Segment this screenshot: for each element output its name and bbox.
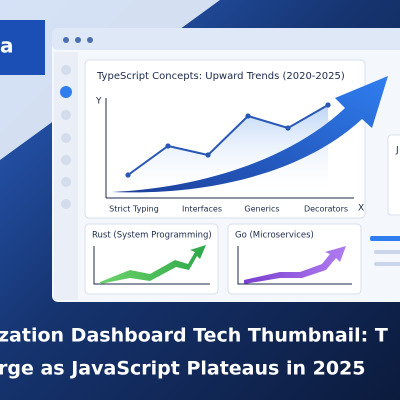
sidebar-icon	[61, 65, 71, 75]
logo-block	[0, 20, 45, 75]
x-axis-label: X	[358, 204, 364, 214]
sidebar-icon	[61, 199, 71, 209]
trend-point	[125, 172, 131, 178]
trend-point	[285, 125, 291, 131]
window-dot	[63, 37, 69, 43]
trend-point	[325, 102, 331, 108]
sidebar-icon	[61, 110, 71, 120]
rust-panel-title: Rust (System Programming)	[92, 231, 212, 241]
rust-arrow	[100, 245, 206, 284]
rust-axes	[93, 246, 210, 285]
go-panel-title: Go (Microservices)	[235, 231, 314, 241]
trend-point	[245, 113, 251, 119]
side-bar	[374, 250, 400, 254]
side-bar	[374, 262, 400, 266]
side-bar	[370, 236, 400, 241]
go-arrow	[244, 246, 346, 284]
sidebar-icon	[61, 177, 71, 187]
x-tick-label: Interfaces	[182, 205, 222, 214]
x-tick-label: Strict Typing	[109, 205, 159, 214]
line-area	[128, 105, 328, 198]
side-panel	[387, 134, 400, 216]
sidebar-icon	[61, 133, 71, 143]
y-axis-label: Y	[95, 97, 102, 107]
go-axes	[237, 246, 352, 285]
headline-line: zation Dashboard Tech Thumbnail: T	[0, 325, 388, 347]
logo: a	[0, 34, 14, 58]
x-tick-label: Generics	[244, 205, 279, 214]
side-panel-title: J	[395, 146, 399, 156]
chart-title: TypeScript Concepts: Upward Trends (2020…	[96, 71, 345, 82]
x-tick-label: Decorators	[304, 205, 348, 214]
big-arrow	[112, 76, 388, 193]
sidebar-icon	[60, 86, 72, 98]
trend-line	[127, 104, 329, 176]
trend-point	[165, 143, 171, 149]
window-bar	[52, 28, 400, 50]
trend-points	[125, 102, 331, 178]
window-dot	[75, 37, 81, 43]
trend-point	[205, 152, 211, 158]
headline-line: rge as JavaScript Plateaus in 2025	[0, 358, 365, 380]
sidebar-icon	[61, 155, 71, 165]
window-dot	[87, 37, 93, 43]
